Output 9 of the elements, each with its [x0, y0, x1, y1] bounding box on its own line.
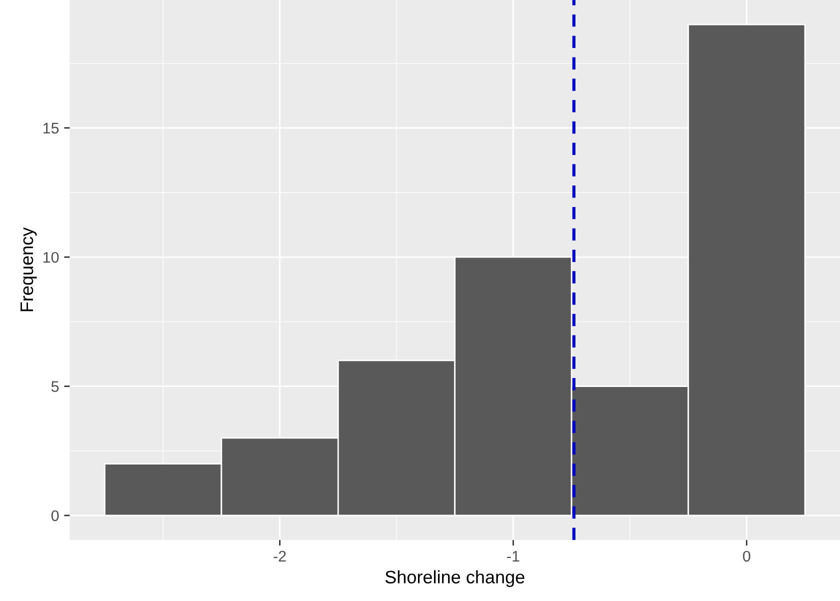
y-axis-title: Frequency	[20, 227, 37, 312]
y-tick-label: 5	[51, 381, 59, 392]
x-tick-label: -2	[274, 550, 286, 562]
x-tick-label: 0	[742, 550, 750, 562]
y-tick-label: 0	[51, 510, 59, 522]
y-tick-label: 10	[43, 252, 59, 263]
y-tick-label: 15	[43, 122, 59, 134]
x-axis-title: Shoreline change	[385, 570, 524, 588]
x-tick-label: -1	[507, 550, 520, 562]
